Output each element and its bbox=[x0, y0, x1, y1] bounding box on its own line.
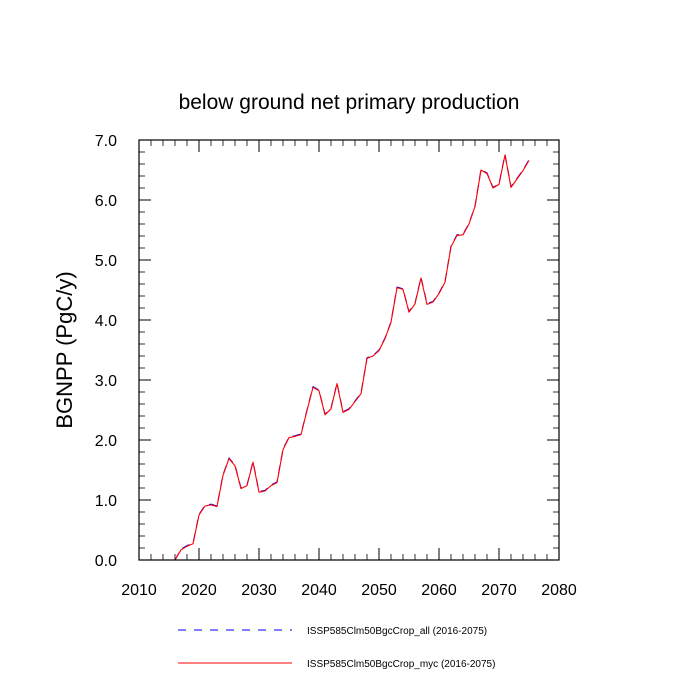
y-tick-label: 1.0 bbox=[95, 493, 117, 510]
y-tick-label: 4.0 bbox=[95, 313, 117, 330]
x-tick-label: 2060 bbox=[421, 582, 457, 599]
y-tick-label: 2.0 bbox=[95, 433, 117, 450]
y-axis-ticks: 0.0 1.0 2.0 3.0 4.0 5.0 6.0 7.0 bbox=[95, 133, 559, 570]
series-line-1 bbox=[174, 154, 530, 561]
x-tick-label: 2050 bbox=[361, 582, 397, 599]
x-tick-label: 2010 bbox=[121, 582, 157, 599]
x-axis-ticks: 2010 2020 2030 2040 2050 2060 2070 2080 bbox=[121, 140, 577, 599]
y-tick-label: 0.0 bbox=[95, 553, 117, 570]
legend-label-0: ISSP585Clm50BgcCrop_all (2016-2075) bbox=[307, 626, 487, 637]
x-tick-label: 2080 bbox=[541, 582, 577, 599]
legend-label-1: ISSP585Clm50BgcCrop_myc (2016-2075) bbox=[307, 659, 495, 670]
x-tick-label: 2040 bbox=[301, 582, 337, 599]
series-layer bbox=[174, 153, 530, 561]
y-tick-label: 3.0 bbox=[95, 373, 117, 390]
chart-title: below ground net primary production bbox=[179, 91, 520, 114]
x-tick-label: 2070 bbox=[481, 582, 517, 599]
y-tick-label: 6.0 bbox=[95, 193, 117, 210]
legend: ISSP585Clm50BgcCrop_all (2016-2075) ISSP5… bbox=[178, 626, 495, 670]
y-tick-label: 5.0 bbox=[95, 253, 117, 270]
x-tick-label: 2020 bbox=[181, 582, 217, 599]
y-tick-label: 7.0 bbox=[95, 133, 117, 150]
y-axis-label: BGNPP (PgC/y) bbox=[52, 271, 77, 428]
x-tick-label: 2030 bbox=[241, 582, 277, 599]
plot-frame bbox=[138, 139, 560, 561]
